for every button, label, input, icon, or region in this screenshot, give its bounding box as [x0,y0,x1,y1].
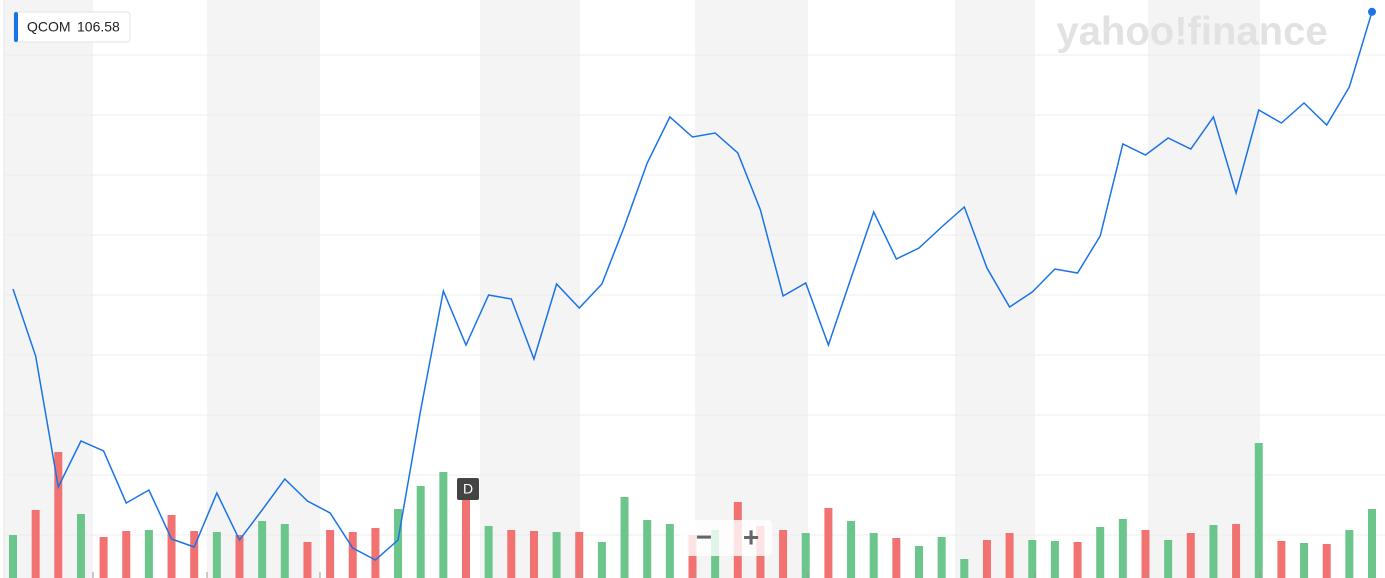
volume-bar [212,532,221,578]
volume-bar [76,514,85,578]
volume-bar [371,528,380,578]
grid [4,54,1385,536]
volume-bar [1254,443,1263,578]
price-line [12,7,1376,561]
zoom-controls: − + [680,520,772,556]
volume-bar [620,497,629,578]
volume-bar [31,510,40,578]
volume-bar [1368,509,1376,578]
volume-bar [258,521,267,578]
symbol: QCOM [27,19,71,35]
volume-bar [1209,525,1218,578]
volume-bar [597,542,606,578]
volume-bar [1028,540,1037,578]
volume-bar [1322,544,1331,578]
volume-bar [99,537,108,578]
last-point [1368,7,1376,16]
volume-bar [394,509,403,578]
volume-bar [529,531,538,578]
interval-label: D [463,481,473,497]
volume-bar [824,508,833,578]
badge-accent [14,12,18,42]
volume-bar [1005,533,1014,578]
band [955,0,1035,578]
volume-bar [1050,541,1059,578]
volume-bar [280,524,289,578]
volume-bar [326,530,335,578]
volume-bar [892,538,901,578]
zoom-out-button[interactable]: − [696,521,712,552]
volume-bar [982,540,991,578]
volume-bar [1096,527,1105,578]
volume-bar [1345,530,1354,578]
volume-bar [1073,542,1082,578]
volume-bar [167,515,176,578]
volume-bar [54,452,63,578]
volume-bar [779,530,788,578]
volume-bar [1141,530,1150,578]
volume-bar [915,546,923,578]
date-ticks [92,572,1261,578]
volume-bar [869,533,878,578]
volume-bar [122,531,131,578]
volume-bar [348,532,357,578]
interval-box [457,478,479,500]
zoom-box [680,520,772,556]
volume-bar [575,532,584,578]
volume-bar [190,531,199,578]
logo: yahoo!finance [1056,10,1327,54]
volume-bar [439,472,448,578]
interval-tag: D [457,478,479,500]
volume-bar [937,537,946,578]
volume-bar [1118,519,1127,578]
volume-bar [1232,524,1241,578]
volume-bar [665,524,674,578]
volume-bar [484,526,493,578]
volume-bar [801,533,810,578]
zoom-in-button[interactable]: + [743,521,759,552]
volume-bar [235,535,244,578]
band [695,0,808,578]
volume-bar [552,532,561,578]
band [5,0,93,578]
date-bands [5,0,1260,578]
price-badge: QCOM 106.58 [13,11,131,43]
volume-bar [144,530,153,578]
volume-bar [960,559,969,578]
volume-bar [847,521,856,578]
volume-bar [416,486,425,578]
volume-bar [643,520,652,578]
volume-bar [1277,541,1286,578]
volume-bar [9,535,17,578]
volume-bar [688,535,697,578]
price-line [12,11,1373,561]
volume-bar [1186,533,1195,578]
band [207,0,320,578]
volume-bars [9,443,1376,578]
volume-bar [303,542,312,578]
volume-bar [1300,543,1309,578]
volume-bar [507,530,516,578]
volume-bar [462,487,470,578]
volume-bar [1164,540,1173,578]
last-price: 106.58 [77,19,120,35]
band [480,0,580,578]
band [1148,0,1260,578]
